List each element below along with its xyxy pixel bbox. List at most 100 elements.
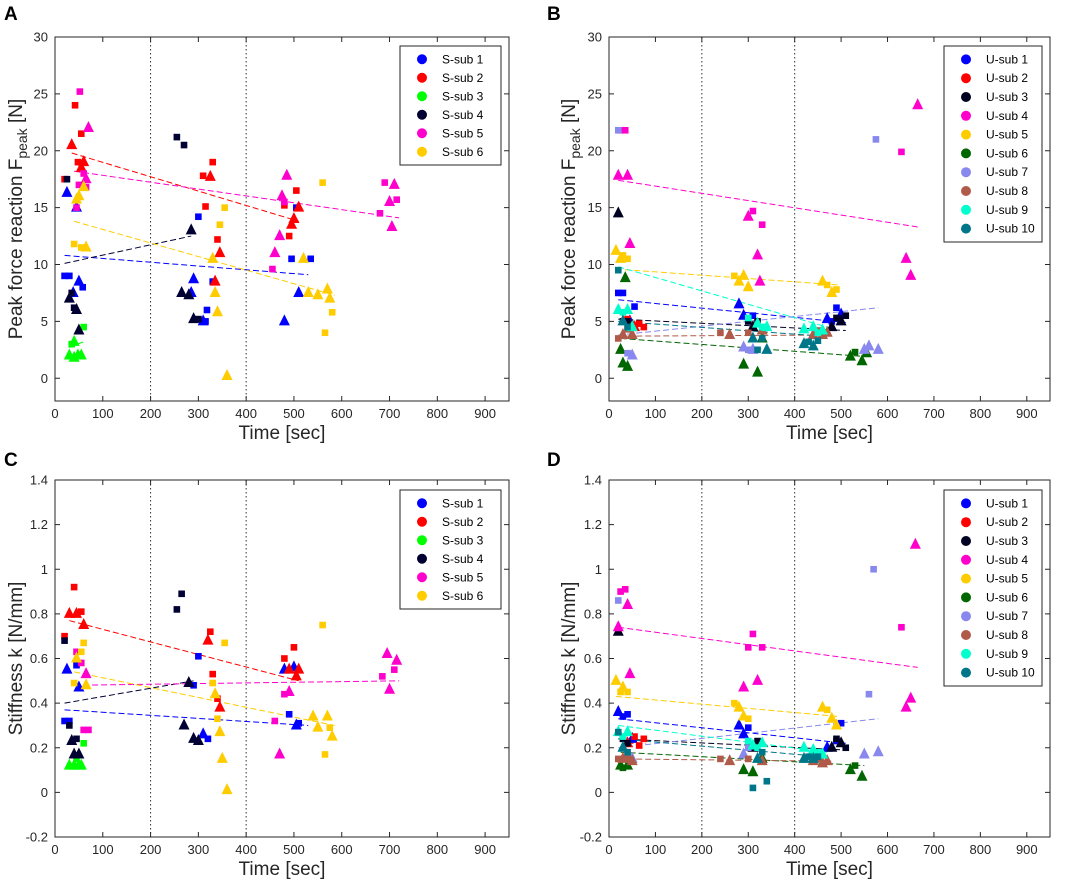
data-point bbox=[807, 328, 819, 340]
legend-marker bbox=[417, 91, 427, 102]
data-point bbox=[61, 185, 73, 197]
data-point bbox=[73, 274, 85, 286]
data-point bbox=[823, 706, 831, 714]
data-point bbox=[204, 735, 212, 743]
x-tick-label: 100 bbox=[92, 842, 114, 857]
legend-label: U-sub 8 bbox=[986, 184, 1028, 198]
trend-line bbox=[620, 337, 867, 358]
legend-label: U-sub 10 bbox=[986, 666, 1035, 680]
y-tick-label: 0 bbox=[41, 785, 48, 800]
y-tick-label: 0.6 bbox=[30, 651, 48, 666]
data-point bbox=[290, 644, 298, 651]
y-tick-label: 0 bbox=[595, 371, 602, 386]
data-point bbox=[281, 690, 288, 698]
legend-marker bbox=[417, 516, 427, 527]
data-point bbox=[744, 724, 752, 731]
data-point bbox=[898, 148, 905, 156]
data-point bbox=[183, 676, 195, 688]
data-point bbox=[211, 305, 223, 317]
data-point bbox=[858, 747, 870, 759]
data-point bbox=[73, 735, 80, 743]
data-point bbox=[619, 289, 627, 297]
x-tick-label: 300 bbox=[737, 406, 759, 421]
x-tick-label: 900 bbox=[474, 842, 496, 857]
data-point bbox=[274, 229, 286, 241]
data-point bbox=[823, 281, 831, 289]
y-tick-label: 0.6 bbox=[584, 651, 602, 666]
trend-line bbox=[618, 718, 846, 744]
data-point bbox=[624, 323, 631, 331]
y-tick-label: 15 bbox=[588, 200, 602, 215]
legend-label: S-sub 2 bbox=[442, 71, 484, 85]
y-tick-label: 25 bbox=[588, 86, 602, 101]
data-point bbox=[178, 718, 190, 730]
data-point bbox=[214, 700, 226, 712]
legend-marker bbox=[417, 146, 427, 157]
data-point bbox=[851, 348, 859, 356]
data-point bbox=[814, 753, 822, 760]
data-point bbox=[214, 725, 226, 737]
data-point bbox=[826, 740, 838, 752]
data-point bbox=[71, 606, 83, 618]
data-point bbox=[835, 314, 847, 326]
panel-a: 0 100 200 300 400 500 600 700 800 900 0 5 10 15 20 25 30… bbox=[4, 4, 510, 444]
data-point bbox=[826, 285, 838, 297]
data-point bbox=[754, 346, 761, 354]
data-point bbox=[80, 639, 87, 647]
panel-letter: D bbox=[547, 450, 561, 471]
data-point bbox=[624, 710, 631, 718]
x-tick-label: 200 bbox=[691, 406, 713, 421]
data-point bbox=[833, 286, 840, 293]
data-point bbox=[202, 633, 214, 645]
panel-c: 0 100 200 300 400 500 600 700 800 900-0.200.20.40… bbox=[4, 450, 510, 880]
legend-marker bbox=[417, 72, 427, 83]
data-point bbox=[617, 588, 624, 595]
data-point bbox=[761, 320, 773, 332]
data-point bbox=[281, 198, 288, 206]
data-point bbox=[183, 288, 195, 300]
data-point bbox=[391, 653, 403, 665]
legend-marker bbox=[961, 129, 971, 140]
data-point bbox=[900, 251, 912, 263]
y-tick-label: 30 bbox=[588, 30, 602, 45]
data-point bbox=[70, 679, 78, 687]
data-point bbox=[290, 669, 302, 681]
legend-label: U-sub 1 bbox=[986, 52, 1028, 66]
data-point bbox=[807, 339, 819, 351]
x-axis-label: Time [sec] bbox=[786, 859, 873, 880]
trend-line bbox=[618, 738, 823, 758]
data-point bbox=[68, 350, 80, 362]
data-point bbox=[66, 722, 73, 729]
data-point bbox=[752, 248, 764, 260]
y-tick-label: 0 bbox=[595, 785, 602, 800]
data-point bbox=[640, 323, 648, 331]
data-point bbox=[747, 765, 759, 777]
data-point bbox=[281, 202, 288, 209]
data-point bbox=[221, 639, 228, 647]
data-point bbox=[214, 715, 221, 723]
data-point bbox=[82, 121, 94, 132]
data-point bbox=[80, 172, 92, 184]
data-point bbox=[872, 136, 880, 143]
data-point bbox=[624, 688, 631, 696]
data-point bbox=[742, 209, 754, 221]
data-point bbox=[805, 753, 812, 760]
data-point bbox=[749, 630, 757, 638]
x-tick-label: 200 bbox=[140, 406, 162, 421]
data-point bbox=[393, 196, 400, 203]
trend-line bbox=[64, 709, 309, 726]
data-point bbox=[624, 739, 631, 747]
legend-label: U-sub 5 bbox=[986, 572, 1028, 586]
data-point bbox=[826, 320, 838, 332]
legend-label: U-sub 4 bbox=[986, 553, 1028, 567]
x-tick-label: 400 bbox=[235, 842, 257, 857]
data-point bbox=[204, 169, 216, 181]
data-point bbox=[814, 337, 822, 345]
data-point bbox=[744, 329, 752, 337]
data-point bbox=[293, 200, 305, 212]
data-point bbox=[738, 727, 750, 739]
data-point bbox=[905, 691, 917, 703]
data-point bbox=[71, 651, 83, 663]
data-point bbox=[281, 168, 293, 180]
data-point bbox=[761, 342, 773, 354]
